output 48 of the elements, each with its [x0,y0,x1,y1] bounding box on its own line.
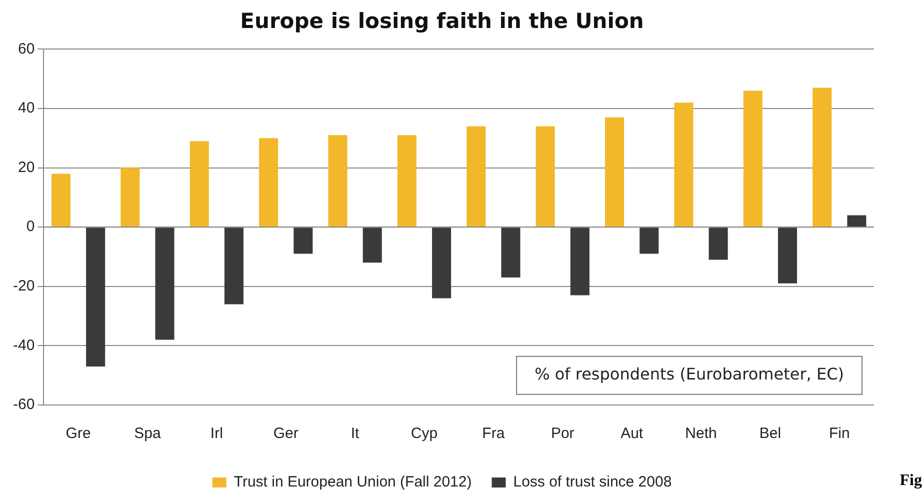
bar [605,117,624,227]
bar [397,135,416,227]
bar [432,228,452,298]
bar [674,102,694,227]
x-tick-label: Spa [134,425,162,442]
y-tick-label: 0 [26,218,35,236]
y-tick-label: -40 [12,336,35,354]
bar [328,135,348,227]
bar [536,126,555,227]
bar [224,228,244,304]
legend-label: Loss of trust since 2008 [513,474,672,491]
x-tick-label: It [350,425,360,442]
x-tick-label: Fra [482,425,506,442]
bar [466,126,486,227]
bar [812,88,832,227]
bar [259,138,278,227]
x-tick-label: Cyp [410,425,438,442]
bar [86,228,106,366]
bar [743,90,762,227]
bar [362,228,382,263]
y-tick-label: 20 [18,158,35,176]
y-tick-label: -60 [12,396,35,414]
x-tick-label: Irl [210,425,223,442]
y-tick-label: 40 [18,100,35,117]
chart-title: Europe is losing faith in the Union [240,9,644,34]
bar [155,228,174,340]
bar [778,228,798,284]
bar [570,228,590,296]
x-tick-label: Gre [66,425,91,442]
bar [640,228,659,254]
bar [120,168,140,227]
x-tick-label: Neth [685,425,717,442]
x-tick-label: Aut [620,425,644,442]
annotation: % of respondents (Eurobarometer, EC) [534,364,844,384]
legend-label: Trust in European Union (Fall 2012) [234,474,472,491]
bar [501,228,520,278]
bar [190,141,209,227]
bar [847,215,866,227]
y-tick-label: 60 [18,40,35,58]
bar [294,228,313,254]
text: Fig [900,472,922,490]
x-tick-label: Bel [759,425,782,442]
x-tick-label: Por [550,425,574,442]
x-tick-label: Fin [828,425,850,442]
y-tick-label: -20 [12,278,35,295]
x-tick-label: Ger [273,425,298,442]
bar [708,228,728,260]
bar [51,174,70,227]
